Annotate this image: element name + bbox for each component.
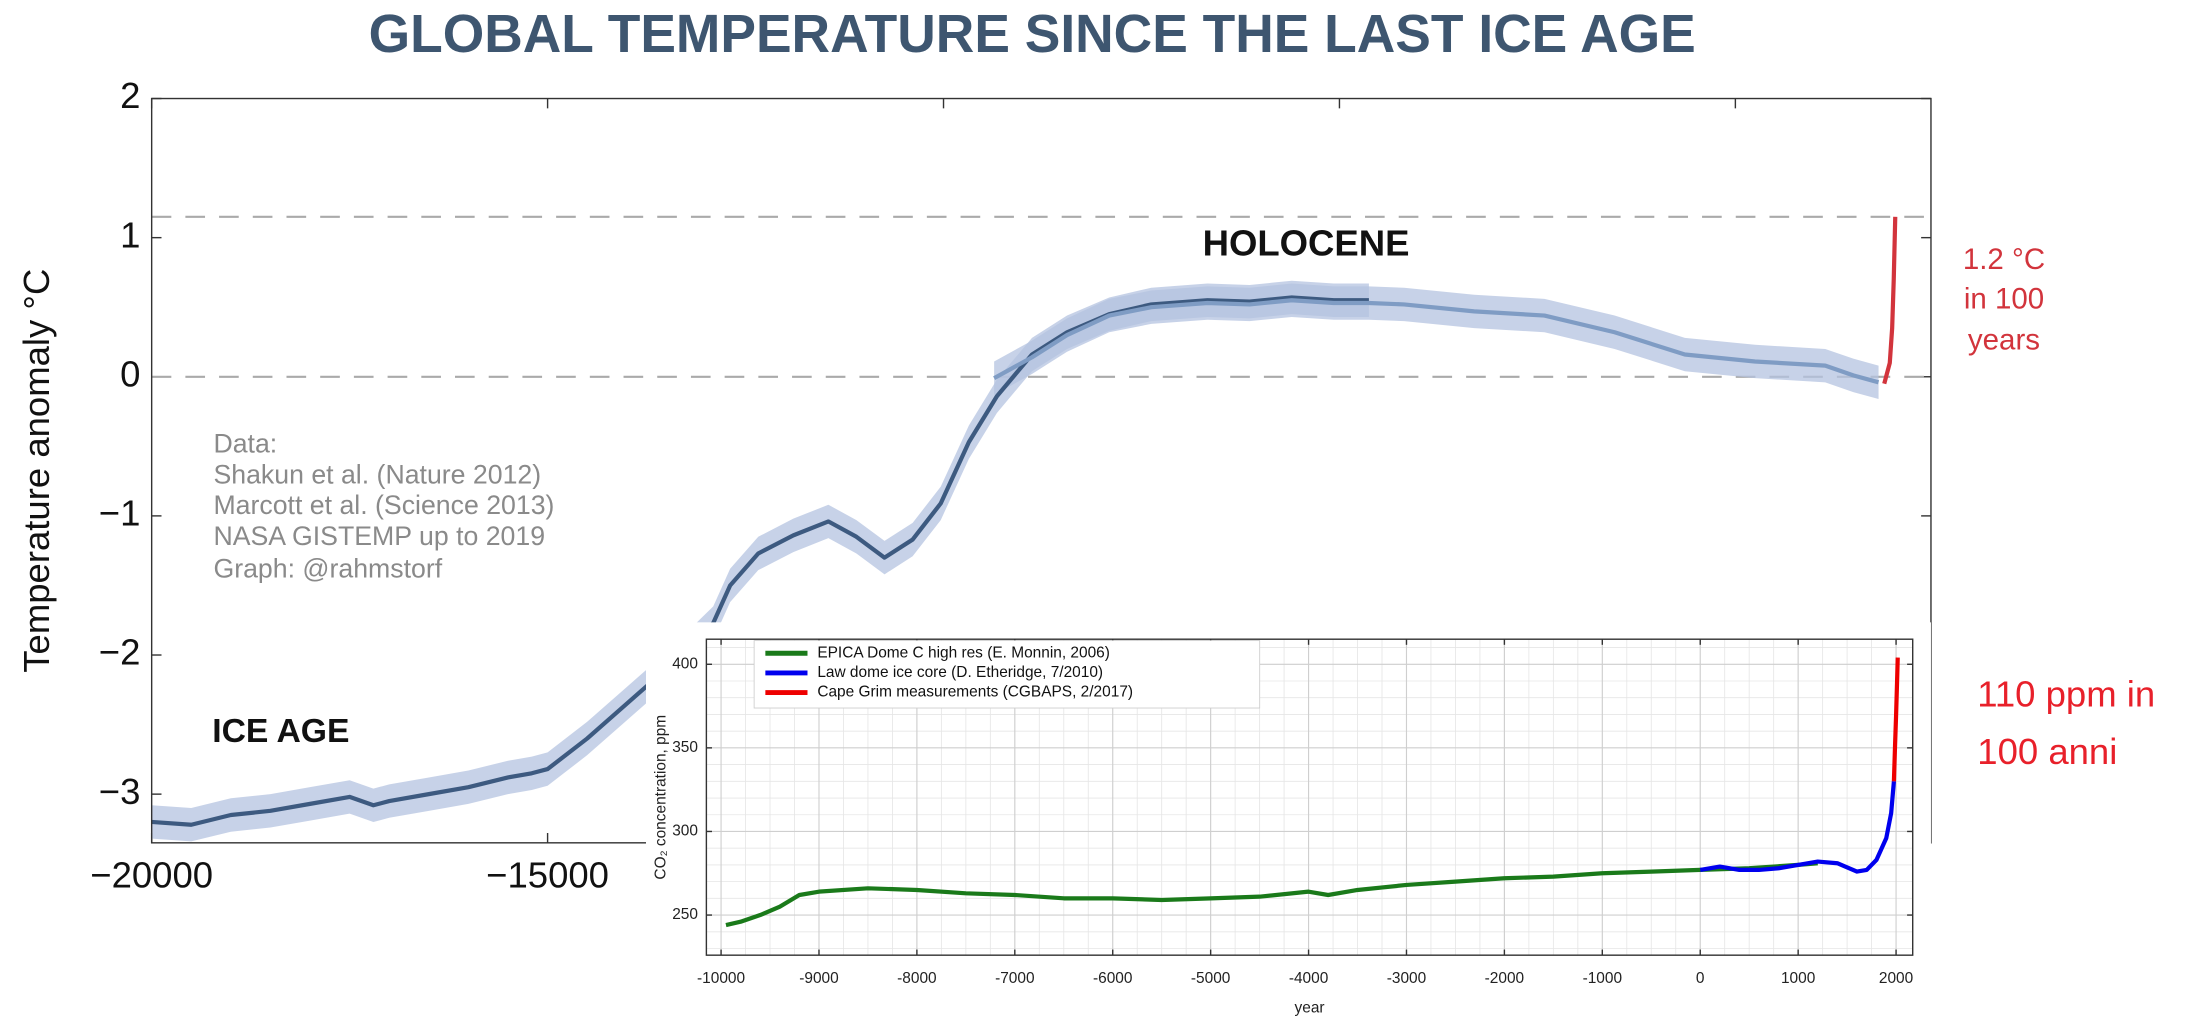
x-axis-label: year: [1295, 1000, 1325, 1017]
legend-label: Cape Grim measurements (CGBAPS, 2/2017): [817, 684, 1133, 701]
x-tick-label: 0: [1696, 970, 1705, 987]
annotation: Marcott et al. (Science 2013): [213, 490, 554, 520]
x-tick-label: -4000: [1289, 970, 1328, 987]
annotation: 100 anni: [1977, 731, 2117, 772]
x-tick-label: −15000: [486, 855, 609, 896]
x-tick-label: -5000: [1191, 970, 1230, 987]
series-line: [1882, 216, 1898, 385]
y-tick-label: −3: [99, 771, 141, 812]
y-tick-label: 0: [120, 353, 140, 394]
y-axis-label: CO₂ concentration, ppm: [653, 715, 670, 880]
plot-frame: [705, 638, 1914, 956]
annotation: Data:: [213, 428, 277, 458]
y-tick-label: 350: [672, 739, 698, 756]
series-line: [1891, 657, 1900, 782]
annotation: Shakun et al. (Nature 2012): [213, 459, 541, 489]
y-tick-label: 300: [672, 823, 698, 840]
y-tick-label: −1: [99, 493, 141, 534]
annotation: 1.2 °C: [1963, 243, 2045, 276]
y-tick-label: 1: [120, 214, 140, 255]
legend-label: Law dome ice core (D. Etheridge, 7/2010): [817, 664, 1103, 681]
series-line: [993, 298, 1880, 385]
annotation: ICE AGE: [212, 712, 349, 750]
chart-title: GLOBAL TEMPERATURE SINCE THE LAST ICE AG…: [369, 5, 1696, 64]
x-tick-label: -1000: [1583, 970, 1622, 987]
x-tick-label: −20000: [90, 855, 213, 896]
annotation: HOLOCENE: [1203, 223, 1410, 264]
series-line: [725, 861, 1818, 928]
x-tick-label: 2000: [1879, 970, 1913, 987]
annotation: NASA GISTEMP up to 2019: [213, 521, 545, 551]
x-tick-label: 1000: [1781, 970, 1815, 987]
y-tick-label: 250: [672, 906, 698, 923]
x-tick-label: -6000: [1093, 970, 1132, 987]
legend-label: EPICA Dome C high res (E. Monnin, 2006): [817, 644, 1110, 661]
x-tick-label: -3000: [1387, 970, 1426, 987]
annotation: Graph: @rahmstorf: [213, 553, 442, 583]
y-tick-label: −2: [99, 632, 141, 673]
y-tick-label: 400: [672, 655, 698, 672]
x-tick-label: -8000: [897, 970, 936, 987]
annotation: years: [1968, 323, 2040, 356]
series-line: [1699, 781, 1897, 874]
annotation: in 100: [1964, 283, 2044, 316]
x-tick-label: -9000: [799, 970, 838, 987]
y-axis-label: Temperature anomaly °C: [16, 269, 57, 673]
x-tick-label: -2000: [1485, 970, 1524, 987]
x-tick-label: -10000: [697, 970, 745, 987]
x-tick-label: -7000: [995, 970, 1034, 987]
uncertainty-band: [994, 283, 1879, 400]
y-tick-label: 2: [120, 75, 140, 116]
uncertainty-band: [151, 280, 1369, 842]
legend-box: [753, 640, 1261, 709]
annotation: 110 ppm in: [1977, 673, 2155, 714]
